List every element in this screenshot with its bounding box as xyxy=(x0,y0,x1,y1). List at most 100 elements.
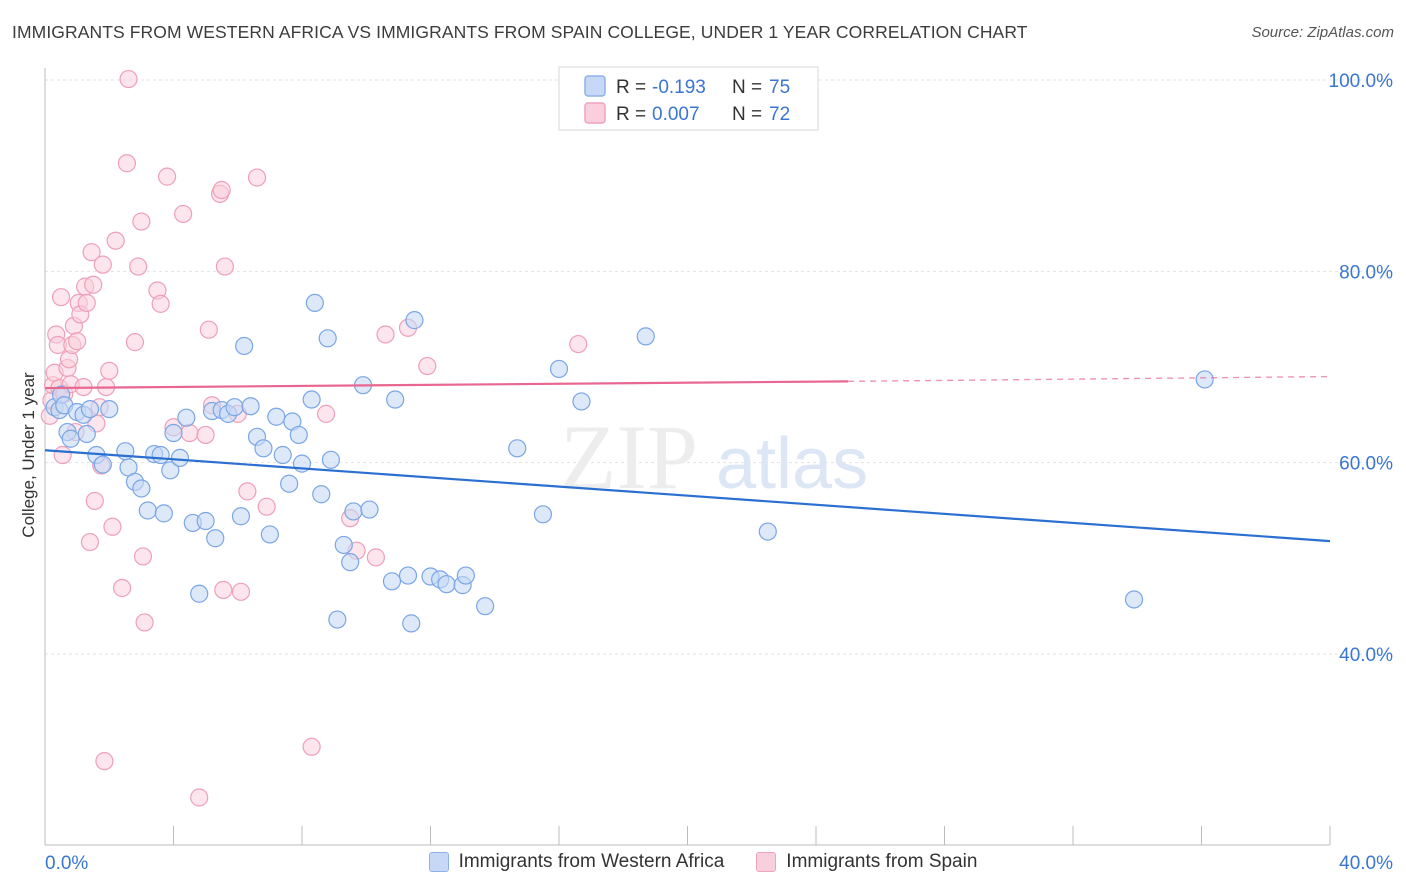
legend-swatch-western-africa xyxy=(428,852,449,872)
source-credit: Source: ZipAtlas.com xyxy=(1251,24,1394,41)
tick-labels: 40.0% 60.0% 80.0% 100.0% 0.0% 40.0% xyxy=(45,71,1393,874)
point-western-africa xyxy=(61,429,80,448)
point-western-africa xyxy=(241,397,260,416)
legend-label-western-africa: Immigrants from Western Africa xyxy=(458,851,725,872)
point-spain xyxy=(418,356,437,376)
point-western-africa xyxy=(437,575,456,594)
point-western-africa xyxy=(321,450,341,469)
point-spain xyxy=(157,167,177,186)
point-western-africa xyxy=(476,597,495,616)
point-spain xyxy=(84,275,103,294)
point-spain xyxy=(132,212,151,231)
point-spain xyxy=(129,257,148,276)
legend-label-spain: Immigrants from Spain xyxy=(786,851,978,872)
point-spain xyxy=(247,168,267,187)
point-western-africa xyxy=(138,501,157,520)
point-spain xyxy=(215,257,234,276)
point-western-africa xyxy=(549,359,569,379)
point-western-africa xyxy=(77,424,96,444)
gridlines xyxy=(45,79,1392,655)
point-western-africa xyxy=(154,504,173,523)
point-spain xyxy=(93,255,112,274)
watermark-zip: ZIP xyxy=(560,406,698,508)
point-western-africa xyxy=(1195,370,1214,389)
point-spain xyxy=(119,69,138,89)
point-western-africa xyxy=(302,390,321,409)
point-spain xyxy=(82,243,101,262)
point-western-africa xyxy=(164,423,183,443)
point-spain xyxy=(199,320,218,339)
point-spain xyxy=(51,288,71,307)
point-spain xyxy=(212,180,231,200)
point-spain xyxy=(238,482,257,501)
trend-line-western-africa xyxy=(44,449,1331,543)
point-western-africa xyxy=(533,505,553,524)
point-spain xyxy=(366,548,385,567)
legend-swatch-spain xyxy=(756,852,777,872)
point-western-africa xyxy=(398,566,418,585)
axes xyxy=(44,68,1331,846)
point-western-africa xyxy=(289,425,308,445)
x-tick-label: 40.0% xyxy=(1339,853,1393,874)
point-spain xyxy=(214,580,233,600)
point-spain xyxy=(190,788,209,807)
legend-n-value: 72 xyxy=(769,104,790,125)
point-spain xyxy=(95,752,114,771)
point-western-africa xyxy=(334,535,353,555)
point-western-africa xyxy=(312,485,331,504)
point-western-africa xyxy=(231,507,251,526)
point-spain xyxy=(53,445,72,465)
x-tick-label: 0.0% xyxy=(45,853,88,874)
legend-swatch-blue xyxy=(584,75,606,97)
point-spain xyxy=(100,361,119,380)
legend-n-label: N = xyxy=(732,104,762,125)
point-western-africa xyxy=(402,614,421,633)
point-spain xyxy=(569,334,588,354)
point-western-africa xyxy=(161,461,180,480)
point-western-africa xyxy=(260,525,279,544)
trend-line-spain xyxy=(44,380,849,390)
point-western-africa xyxy=(93,455,112,474)
y-tick-label: 100.0% xyxy=(1329,71,1394,92)
correlation-legend: R = -0.193 N = 75 R = 0.007 N = 72 xyxy=(558,66,819,131)
point-western-africa xyxy=(132,479,151,498)
legend-r-label: R = xyxy=(616,77,646,98)
series-legend: Immigrants from Western Africa Immigrant… xyxy=(0,851,1406,873)
point-western-africa xyxy=(151,445,170,465)
legend-r-label: R = xyxy=(616,104,646,125)
point-spain xyxy=(112,578,132,598)
point-western-africa xyxy=(267,407,286,426)
series-western-africa-points xyxy=(45,293,1214,633)
point-spain xyxy=(174,204,193,224)
point-western-africa xyxy=(758,522,777,541)
y-tick-label: 80.0% xyxy=(1339,262,1393,283)
y-tick-label: 40.0% xyxy=(1339,645,1393,666)
point-spain xyxy=(80,532,100,552)
point-spain xyxy=(180,423,199,443)
point-spain xyxy=(103,517,122,536)
legend-r-value: 0.007 xyxy=(652,104,700,125)
trend-line-spain-extrapolated xyxy=(848,375,1331,383)
point-western-africa xyxy=(235,336,254,356)
point-western-africa xyxy=(80,399,100,419)
point-western-africa xyxy=(382,572,402,591)
point-spain xyxy=(68,332,87,351)
point-spain xyxy=(376,325,395,344)
chart-title: IMMIGRANTS FROM WESTERN AFRICA VS IMMIGR… xyxy=(12,22,1028,42)
point-western-africa xyxy=(318,329,337,348)
point-spain xyxy=(257,497,276,516)
point-western-africa xyxy=(170,448,190,467)
point-western-africa xyxy=(100,399,119,419)
point-western-africa xyxy=(177,408,196,427)
point-western-africa xyxy=(405,311,424,330)
legend-r-value: -0.193 xyxy=(652,77,706,98)
point-western-africa xyxy=(386,390,405,409)
y-tick-label: 60.0% xyxy=(1339,454,1393,475)
legend-swatch-pink xyxy=(584,102,606,124)
point-western-africa xyxy=(254,439,273,458)
legend-item-spain: Immigrants from Spain xyxy=(756,851,977,873)
point-spain xyxy=(231,582,251,601)
point-western-africa xyxy=(305,293,324,313)
legend-item-western-africa: Immigrants from Western Africa xyxy=(428,851,725,873)
point-western-africa xyxy=(572,392,591,411)
